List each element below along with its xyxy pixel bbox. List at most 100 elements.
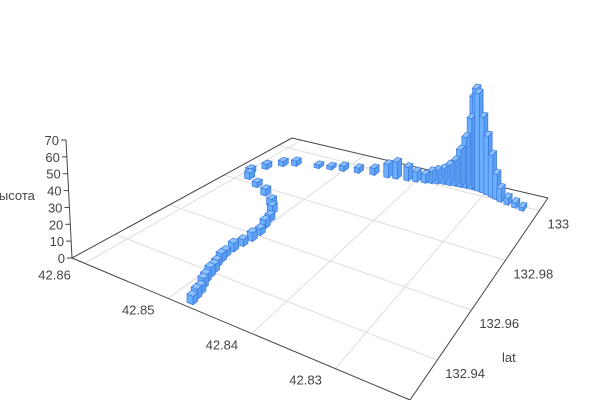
bar-face bbox=[455, 155, 461, 188]
x-tick-label: 42.83 bbox=[289, 373, 322, 388]
y-axis-ticks: 132.94 132.96 132.98 133 bbox=[445, 216, 569, 381]
z-axis-title: высота bbox=[0, 188, 36, 203]
x-axis-line bbox=[71, 257, 411, 400]
bar-face bbox=[197, 272, 210, 280]
bar bbox=[411, 166, 423, 184]
y-tick-label: 132.94 bbox=[445, 366, 485, 381]
grid-line-y bbox=[169, 204, 472, 311]
bar-face bbox=[474, 87, 484, 95]
bar-face bbox=[478, 111, 489, 118]
bar-face bbox=[190, 283, 203, 290]
bar bbox=[518, 201, 528, 213]
bar-face bbox=[277, 156, 290, 163]
bar-face bbox=[243, 168, 256, 174]
bar-face bbox=[518, 201, 528, 209]
bar-face bbox=[353, 163, 365, 169]
bar-face bbox=[503, 192, 513, 199]
x-tick-label: 42.85 bbox=[122, 302, 155, 317]
bar-face bbox=[186, 289, 199, 297]
bar-face bbox=[496, 187, 502, 203]
bar-face bbox=[391, 157, 403, 163]
bar-face bbox=[420, 173, 427, 184]
bar bbox=[260, 159, 273, 171]
grid-line-x bbox=[335, 184, 492, 370]
bar-face bbox=[403, 162, 414, 168]
bar-face bbox=[411, 166, 423, 173]
bar-face bbox=[483, 134, 489, 196]
bar-face bbox=[420, 169, 431, 176]
bar-face bbox=[461, 132, 472, 139]
y-tick-label: 132.96 bbox=[479, 316, 519, 331]
bar bbox=[338, 161, 350, 173]
bar-face bbox=[265, 194, 278, 200]
z-tick-label: 20 bbox=[49, 217, 63, 232]
bar-face bbox=[403, 165, 409, 182]
bar-face bbox=[325, 161, 338, 168]
bar bbox=[186, 289, 199, 306]
bar bbox=[313, 160, 325, 170]
y-axis-title: lat bbox=[502, 350, 516, 365]
bar-face bbox=[204, 261, 217, 269]
z-tick-label: 40 bbox=[47, 184, 61, 199]
bar-face bbox=[246, 227, 259, 234]
bar bbox=[403, 162, 414, 182]
bar-face bbox=[259, 214, 271, 221]
bar-face bbox=[412, 170, 418, 183]
bar-face bbox=[496, 182, 506, 190]
bar-face bbox=[215, 248, 228, 255]
bar-face bbox=[479, 115, 485, 194]
z-axis-line bbox=[65, 139, 73, 259]
bar-face bbox=[266, 200, 279, 207]
bar-face bbox=[471, 83, 482, 90]
bar-face bbox=[455, 144, 466, 151]
bar bbox=[259, 184, 272, 197]
bar-face bbox=[290, 156, 303, 162]
bar-face bbox=[369, 163, 380, 170]
bar bbox=[290, 156, 303, 167]
bar-face bbox=[491, 168, 502, 175]
bar bbox=[353, 163, 365, 175]
bar bbox=[391, 157, 403, 180]
bar-face bbox=[260, 159, 273, 165]
z-tick-label: 0 bbox=[58, 251, 65, 266]
x-tick-label: 42.86 bbox=[38, 267, 71, 282]
bar-face bbox=[338, 161, 350, 167]
bar-face bbox=[383, 159, 394, 165]
z-tick-label: 50 bbox=[46, 167, 60, 182]
bar-face bbox=[460, 145, 466, 189]
grid-line-y bbox=[115, 233, 438, 361]
y-tick-label: 133 bbox=[547, 216, 569, 231]
x-axis-ticks: 42.86 42.85 42.84 42.83 bbox=[38, 267, 322, 387]
bar bbox=[325, 161, 338, 171]
bar-face bbox=[237, 234, 249, 241]
bar bbox=[237, 234, 249, 248]
bar-face bbox=[251, 177, 264, 183]
y-axis-line bbox=[409, 197, 549, 400]
grid-line-x bbox=[251, 169, 429, 334]
bars bbox=[186, 83, 528, 306]
bar bbox=[251, 177, 264, 189]
bar-face bbox=[313, 160, 325, 166]
z-tick-label: 70 bbox=[45, 133, 59, 148]
bar-face bbox=[383, 162, 389, 179]
bar-face bbox=[474, 92, 480, 193]
bar-face bbox=[259, 184, 272, 190]
bar-face bbox=[254, 223, 267, 230]
bar bbox=[277, 156, 290, 168]
bar bbox=[383, 159, 394, 179]
bar bbox=[243, 168, 256, 181]
bar-face bbox=[487, 153, 494, 199]
bar bbox=[503, 192, 513, 207]
bar-face bbox=[466, 132, 471, 190]
bar-face bbox=[483, 130, 493, 137]
z-tick-label: 30 bbox=[48, 200, 62, 215]
bar-face bbox=[227, 237, 240, 244]
bar bbox=[369, 163, 380, 177]
x-tick-label: 42.84 bbox=[206, 338, 239, 353]
bar-face bbox=[510, 197, 521, 204]
box-edge bbox=[71, 137, 293, 259]
z-tick-label: 10 bbox=[50, 234, 64, 249]
bar bbox=[510, 197, 521, 210]
